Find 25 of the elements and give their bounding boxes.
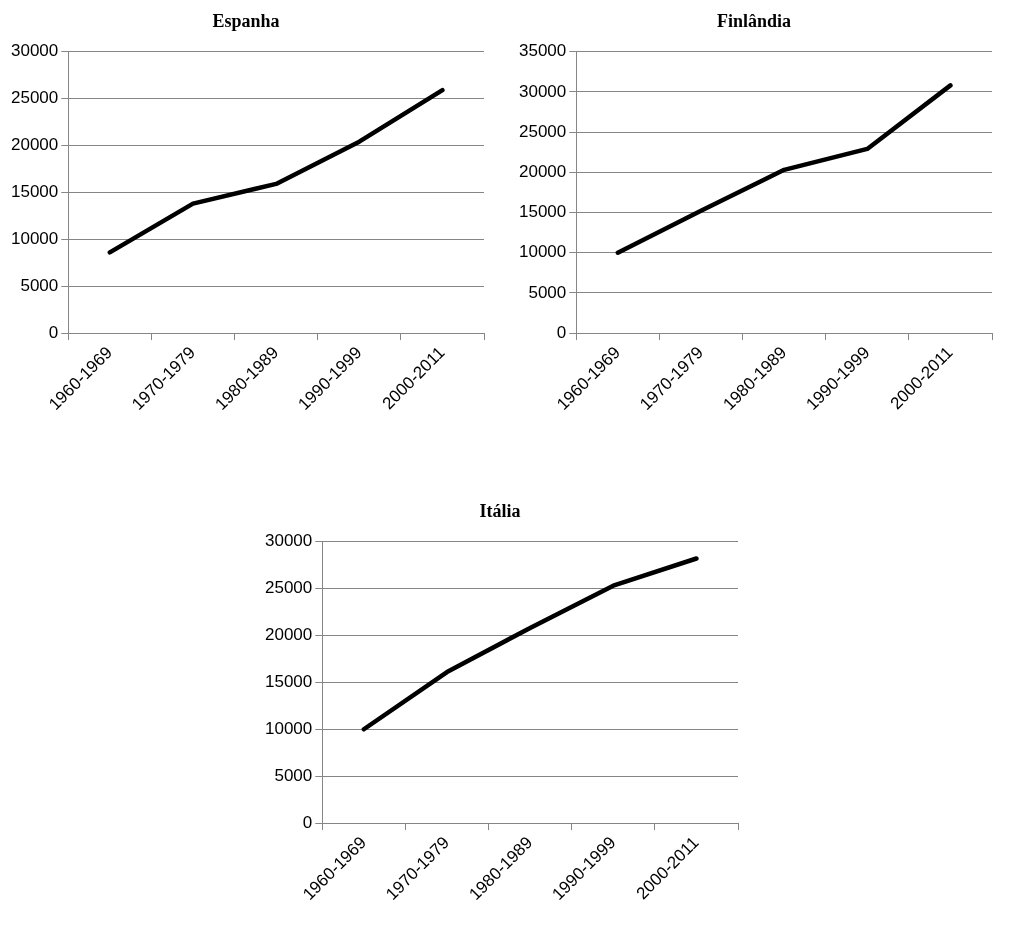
y-tick-label: 15000 — [264, 672, 313, 692]
y-tick-label: 30000 — [264, 531, 313, 551]
y-tick-label: 5000 — [20, 275, 59, 295]
y-tick-label: 0 — [556, 322, 567, 342]
y-tick-label: 20000 — [518, 161, 567, 181]
y-tick-label: 15000 — [10, 182, 59, 202]
y-tick-label: 30000 — [518, 81, 567, 101]
y-tick-label: 30000 — [10, 41, 59, 61]
y-tick-label: 35000 — [518, 41, 567, 61]
y-tick-label: 20000 — [264, 625, 313, 645]
y-tick-label: 15000 — [518, 202, 567, 222]
y-tick-label: 10000 — [518, 242, 567, 262]
y-tick-label: 5000 — [274, 765, 313, 785]
y-tick-label: 10000 — [10, 228, 59, 248]
y-tick-label: 10000 — [264, 718, 313, 738]
y-tick-label: 25000 — [518, 121, 567, 141]
chart-title: Finlândia — [716, 11, 792, 32]
chart-title: Espanha — [212, 11, 280, 32]
y-tick-label: 25000 — [10, 88, 59, 108]
y-tick-label: 0 — [48, 322, 59, 342]
y-tick-label: 5000 — [528, 282, 567, 302]
y-tick-label: 20000 — [10, 135, 59, 155]
chart-title: Itália — [479, 501, 521, 522]
y-tick-label: 25000 — [264, 578, 313, 598]
y-tick-label: 0 — [302, 812, 313, 832]
